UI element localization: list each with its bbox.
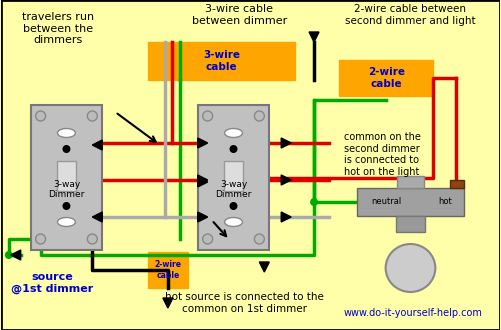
Bar (31, 105, 102, 250)
Text: hot source is connected to the
common on 1st dimmer: hot source is connected to the common on… (165, 292, 323, 314)
Circle shape (202, 111, 212, 121)
Ellipse shape (224, 217, 242, 226)
Circle shape (87, 111, 97, 121)
Ellipse shape (224, 128, 242, 138)
Text: 2-wire
cable: 2-wire cable (154, 260, 181, 280)
Polygon shape (92, 212, 102, 222)
Circle shape (62, 145, 70, 153)
Circle shape (229, 145, 237, 153)
Circle shape (229, 202, 237, 210)
Text: 2-wire cable between
second dimmer and light: 2-wire cable between second dimmer and l… (345, 4, 475, 26)
Bar (57, 161, 76, 191)
Text: common on the
second dimmer
is connected to
hot on the light: common on the second dimmer is connected… (343, 132, 420, 177)
Text: 2-wire
cable: 2-wire cable (367, 67, 404, 89)
Polygon shape (163, 298, 172, 308)
Text: hot: hot (437, 197, 451, 207)
Ellipse shape (385, 244, 434, 292)
Bar (197, 105, 269, 250)
Bar (396, 176, 423, 188)
Text: www.do-it-yourself-help.com: www.do-it-yourself-help.com (343, 308, 482, 318)
Circle shape (5, 251, 13, 259)
Text: 3-wire
cable: 3-wire cable (203, 50, 239, 72)
Text: travelers run
between the
dimmers: travelers run between the dimmers (23, 12, 94, 45)
Ellipse shape (58, 128, 75, 138)
Bar (223, 161, 243, 191)
Polygon shape (92, 140, 102, 150)
Circle shape (36, 234, 46, 244)
Text: 3-wire cable
between dimmer: 3-wire cable between dimmer (191, 4, 287, 26)
Text: 3-way
Dimmer: 3-way Dimmer (215, 180, 251, 199)
Polygon shape (197, 175, 207, 185)
Circle shape (202, 234, 212, 244)
Circle shape (310, 198, 318, 206)
Ellipse shape (58, 217, 75, 226)
Circle shape (36, 111, 46, 121)
Bar (148, 42, 295, 80)
Text: 3-way
Dimmer: 3-way Dimmer (48, 180, 85, 199)
Text: source
@1st dimmer: source @1st dimmer (12, 272, 94, 294)
Polygon shape (281, 175, 291, 185)
Polygon shape (197, 138, 207, 148)
Bar (338, 60, 432, 96)
Circle shape (62, 202, 70, 210)
Polygon shape (197, 177, 207, 187)
Polygon shape (281, 212, 291, 222)
Bar (449, 180, 463, 188)
Bar (148, 252, 187, 288)
Circle shape (254, 234, 264, 244)
Polygon shape (281, 138, 291, 148)
Polygon shape (259, 262, 269, 272)
Circle shape (87, 234, 97, 244)
Circle shape (254, 111, 264, 121)
Polygon shape (11, 250, 21, 260)
Bar (356, 188, 463, 216)
Polygon shape (197, 212, 207, 222)
Text: neutral: neutral (371, 197, 401, 207)
Bar (395, 216, 424, 232)
Polygon shape (309, 32, 318, 42)
